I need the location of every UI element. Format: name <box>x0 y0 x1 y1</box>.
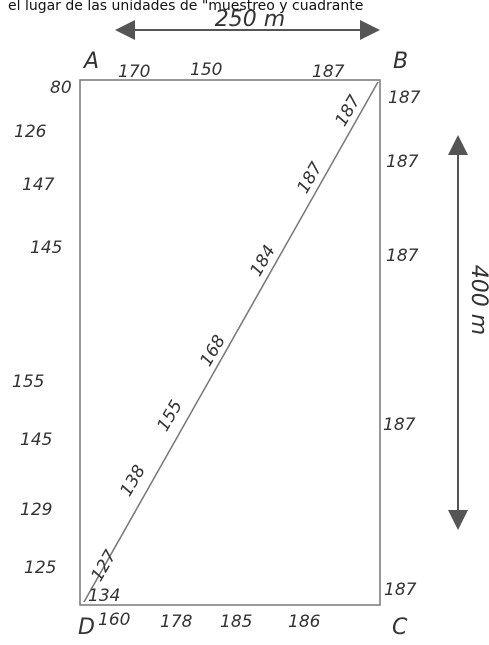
corner-b: B <box>393 49 408 74</box>
left-label: 145 <box>30 238 62 258</box>
left-label: 126 <box>14 122 47 142</box>
diagonal-label: 127 <box>87 547 121 585</box>
left-label: 147 <box>22 175 55 195</box>
bottom-label: 178 <box>160 612 193 632</box>
caption: el lugar de las unidades de "muestreo y … <box>8 0 363 14</box>
right-label: 187 <box>383 415 416 435</box>
height-label: 400 m <box>466 265 489 335</box>
right-label: 187 <box>386 152 419 172</box>
diagonal-label: 134 <box>88 586 120 606</box>
left-label: 125 <box>24 558 56 578</box>
left-label: 155 <box>12 372 44 392</box>
diagonal-label: 187 <box>331 92 365 130</box>
bottom-label: 186 <box>288 612 321 632</box>
bottom-label: 160 <box>98 610 130 630</box>
right-label: 187 <box>388 88 421 108</box>
plot-rectangle <box>79 79 381 606</box>
corner-a: A <box>82 49 99 74</box>
corner-c: C <box>392 615 408 640</box>
diagonal-label: 187 <box>293 159 327 197</box>
top-label: 80 <box>50 78 72 98</box>
top-label: 187 <box>312 62 345 82</box>
left-label: 129 <box>20 500 52 520</box>
diagonal <box>83 81 379 603</box>
right-label: 187 <box>386 246 419 266</box>
diagonal-label: 184 <box>246 242 280 280</box>
top-label: 150 <box>190 60 222 80</box>
right-label: 187 <box>384 580 417 600</box>
diagonal-label: 168 <box>196 332 230 370</box>
bottom-label: 185 <box>220 612 252 632</box>
width-label: 250 m <box>215 7 285 32</box>
top-label: 170 <box>118 62 150 82</box>
left-label: 145 <box>20 430 52 450</box>
corner-d: D <box>78 615 95 640</box>
